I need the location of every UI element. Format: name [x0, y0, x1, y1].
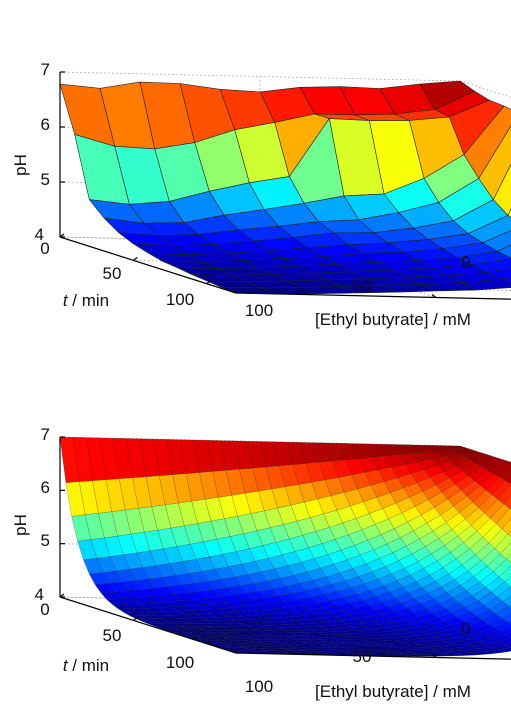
- z-axis-label: pH: [11, 154, 30, 176]
- conc-axis-line: [235, 292, 511, 300]
- surface-patch: [500, 277, 511, 285]
- surface-patch: [507, 619, 511, 625]
- conc-tick-label: 0: [461, 619, 470, 638]
- surface-plot-top: 4 5 6 7 pH 0 50 100 t / min 0 50 100 [Et…: [11, 60, 511, 329]
- conc-tick-label: 0: [461, 253, 470, 272]
- t-tick: [206, 640, 212, 645]
- conc-axis-label: [Ethyl butyrate] / mM: [315, 310, 471, 329]
- z-tick-label: 6: [41, 115, 50, 134]
- axis-lines: [59, 71, 511, 300]
- z-axis-label: pH: [11, 514, 30, 536]
- t-tick: [132, 616, 138, 621]
- t-axis-label: t / min: [63, 656, 109, 675]
- axis-lines: [59, 436, 511, 660]
- z-tick-label: 4: [35, 585, 44, 604]
- conc-tick: [431, 654, 437, 658]
- z-tick-label: 5: [41, 170, 50, 189]
- z-tick-label: 4: [35, 225, 44, 244]
- conc-tick-label: 50: [353, 647, 372, 666]
- gridline: [59, 71, 461, 82]
- t-tick-label: 0: [40, 600, 49, 619]
- t-tick-label: 50: [103, 626, 122, 645]
- conc-tick: [231, 289, 237, 294]
- surface-mesh: [59, 80, 511, 295]
- surface-plot-bottom: 4 5 6 7 pH 0 50 100 t / min 0 50 100 [Et…: [11, 425, 511, 701]
- t-tick: [206, 280, 212, 285]
- surface-patch: [507, 207, 511, 218]
- z-tick-label: 7: [41, 425, 50, 444]
- conc-tick: [431, 294, 437, 298]
- z-tick-label: 5: [41, 531, 50, 550]
- surface-patch: [507, 530, 511, 537]
- t-tick: [59, 593, 65, 598]
- t-tick-label: 0: [40, 239, 49, 258]
- z-tick-label: 6: [41, 478, 50, 497]
- conc-tick-label: 100: [245, 677, 273, 696]
- t-tick: [59, 233, 65, 238]
- t-tick-label: 50: [103, 264, 122, 283]
- conc-axis-label: [Ethyl butyrate] / mM: [315, 682, 471, 701]
- conc-tick-label: 50: [353, 277, 372, 296]
- conc-tick: [231, 649, 237, 654]
- t-axis-label: t / min: [63, 291, 109, 310]
- t-tick: [132, 256, 138, 261]
- surface-mesh: [59, 436, 511, 657]
- conc-tick-label: 100: [245, 301, 273, 320]
- t-tick-label: 100: [166, 653, 194, 672]
- t-tick-label: 100: [166, 290, 194, 309]
- z-tick-label: 7: [41, 60, 50, 79]
